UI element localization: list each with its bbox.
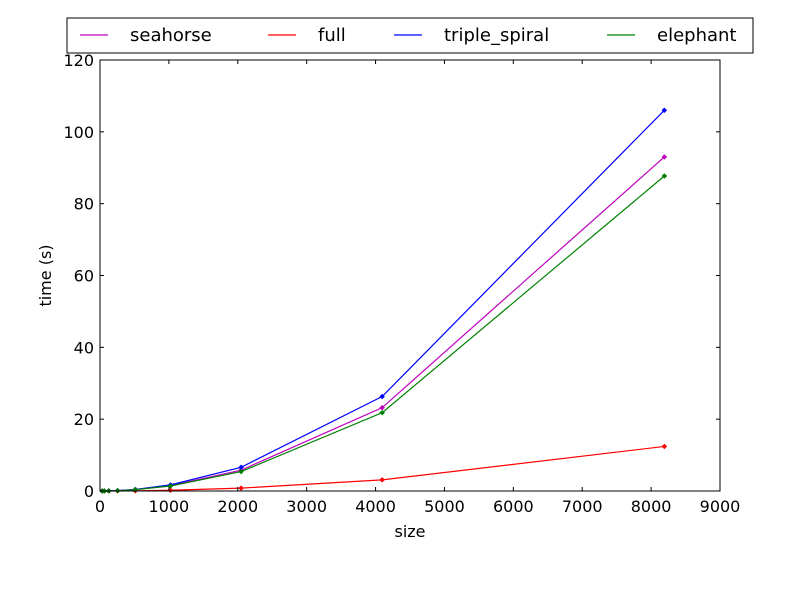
- x-tick-label: 2000: [217, 497, 258, 516]
- data-point-triple_spiral: [379, 393, 386, 400]
- data-point-elephant: [379, 409, 386, 416]
- x-tick-label: 1000: [149, 497, 190, 516]
- data-point-elephant: [661, 173, 668, 179]
- y-tick-label: 80: [74, 195, 94, 214]
- y-tick-label: 100: [63, 123, 94, 142]
- data-point-full: [661, 443, 668, 450]
- data-point-elephant: [238, 468, 244, 475]
- x-tick-label: 9000: [700, 497, 741, 516]
- x-tick-label: 3000: [286, 497, 327, 516]
- x-tick-label: 0: [95, 497, 105, 516]
- y-tick-label: 40: [74, 338, 94, 357]
- x-tick-label: 7000: [562, 497, 603, 516]
- y-axis-label: time (s): [36, 244, 55, 306]
- x-tick-label: 4000: [355, 497, 396, 516]
- x-tick-label: 6000: [493, 497, 534, 516]
- plot-area: [100, 60, 720, 491]
- x-axis: 0 1000 2000 3000 4000 5000 6000 7000 8000 9000: [95, 60, 740, 516]
- y-tick-label: 60: [74, 267, 94, 286]
- data-point-full: [379, 477, 386, 483]
- x-tick-label: 5000: [424, 497, 465, 516]
- legend-label-seahorse: seahorse: [130, 25, 212, 46]
- y-tick-label: 20: [74, 410, 94, 429]
- legend-label-triple_spiral: triple_spiral: [444, 25, 549, 46]
- data-point-full: [238, 485, 244, 491]
- x-axis-label: size: [394, 522, 425, 541]
- y-axis: 0 20 40 60 80 100 120: [63, 51, 720, 501]
- data-point-elephant: [167, 483, 174, 489]
- y-tick-label: 120: [63, 51, 94, 70]
- legend-label-elephant: elephant: [657, 25, 736, 46]
- y-tick-label: 0: [84, 482, 94, 501]
- data-point-seahorse: [379, 404, 386, 411]
- legend: seahorse full triple_spiral elephant: [66, 17, 754, 54]
- x-tick-label: 8000: [631, 497, 672, 516]
- data-point-triple_spiral: [661, 107, 668, 114]
- data-point-triple_spiral: [238, 464, 244, 471]
- data-point-seahorse: [661, 154, 668, 160]
- legend-label-full: full: [318, 25, 346, 46]
